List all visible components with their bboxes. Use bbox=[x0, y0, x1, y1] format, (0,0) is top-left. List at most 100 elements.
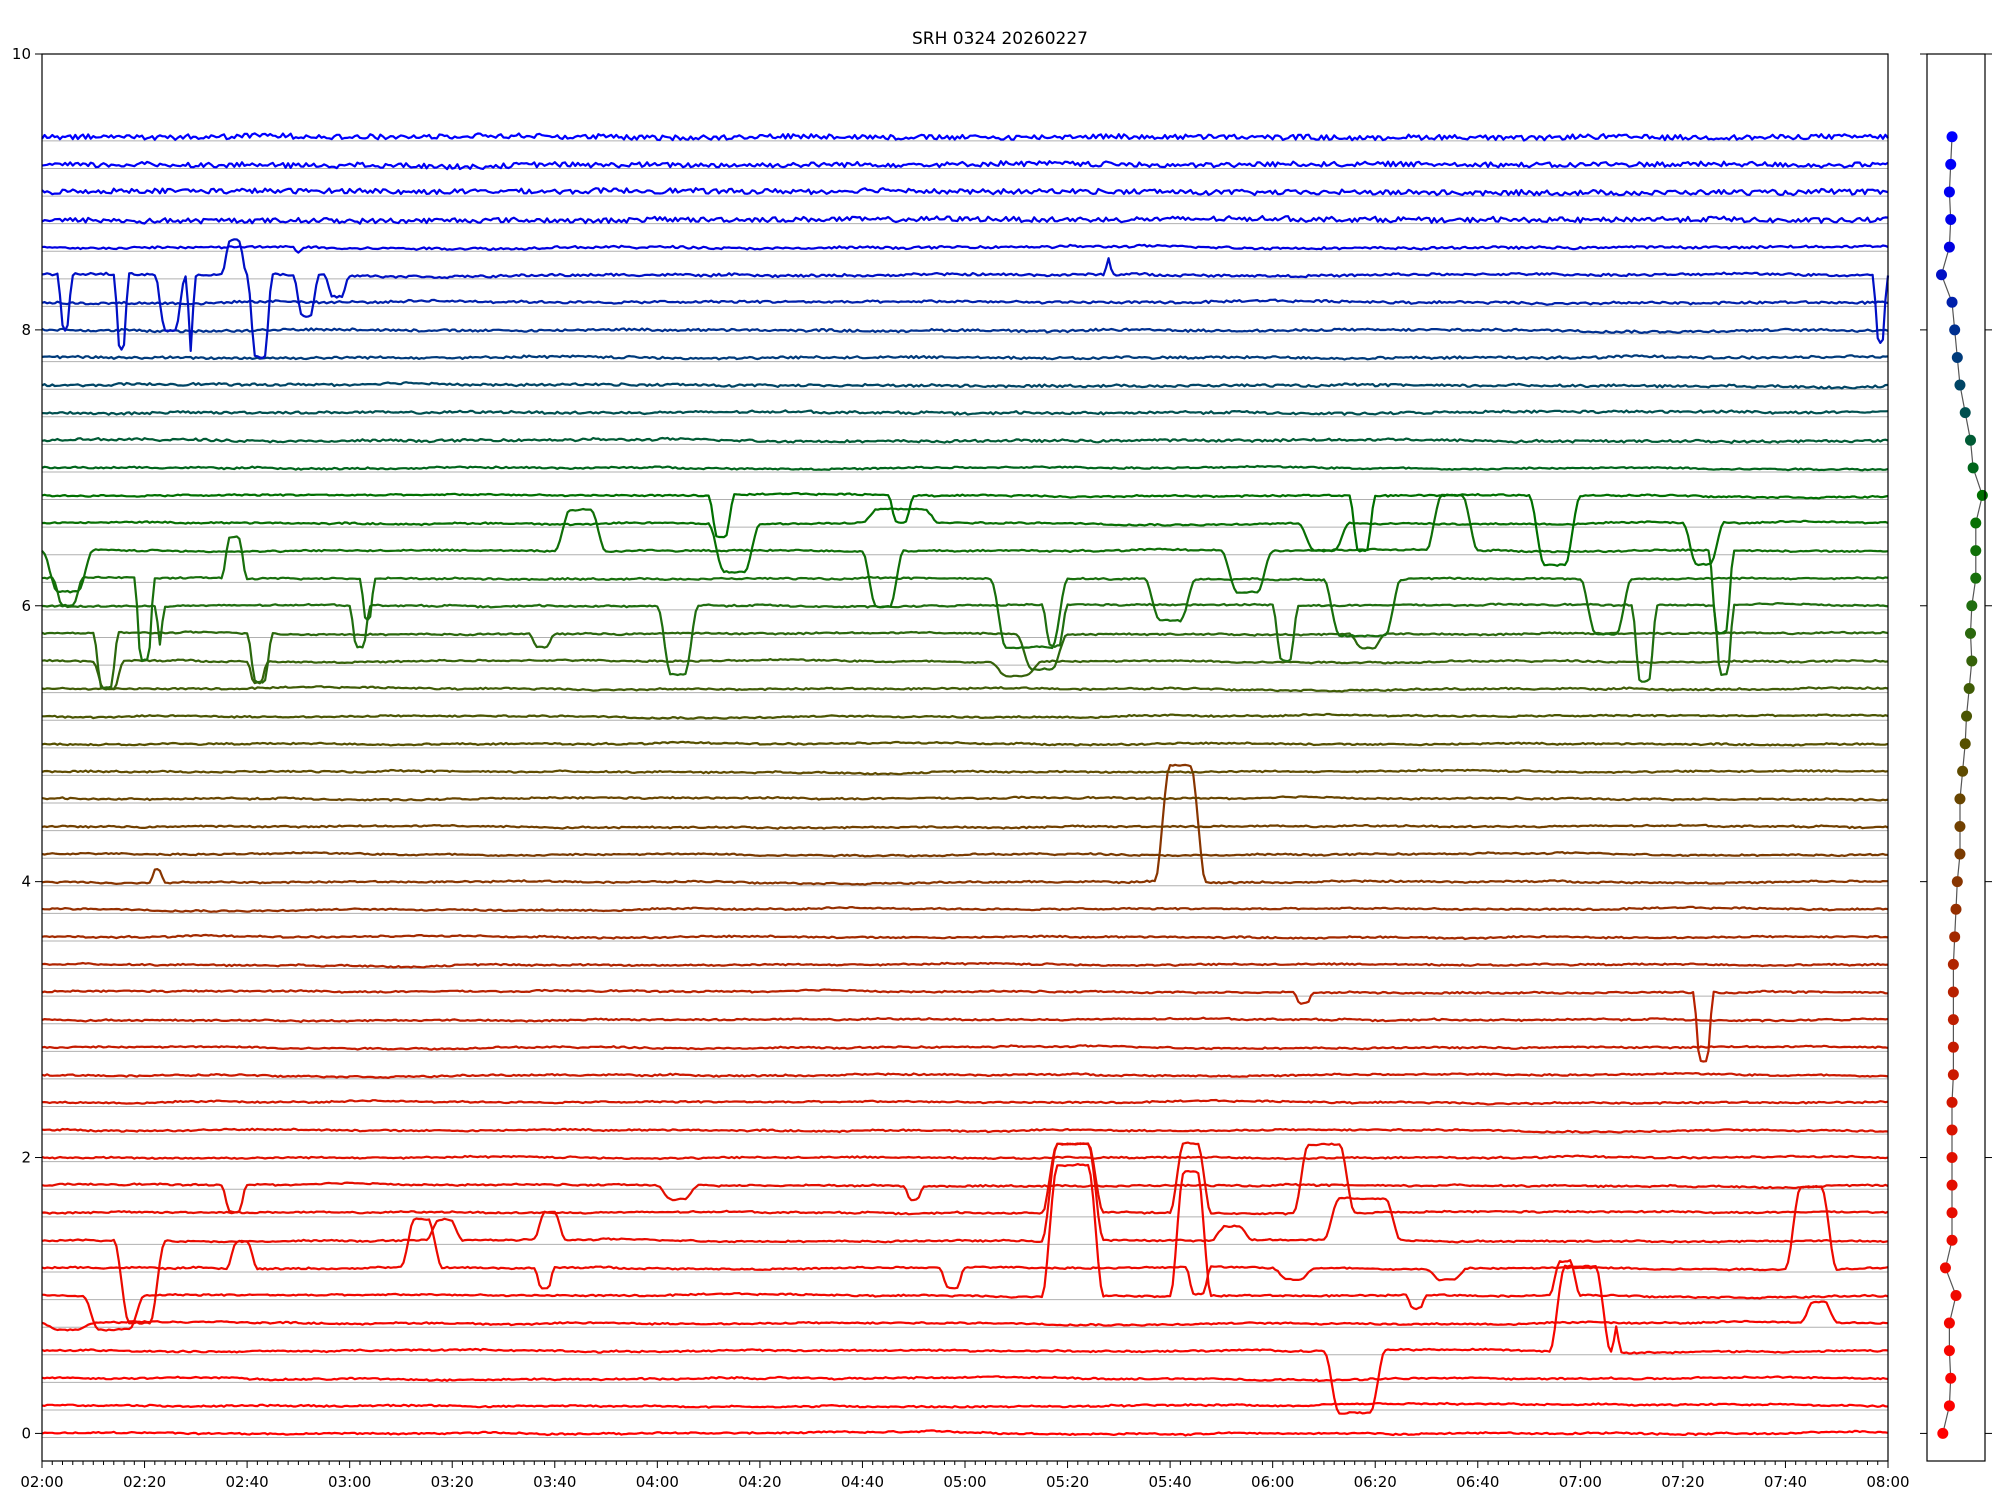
trace-24 bbox=[41, 768, 1889, 776]
side-panel-point-24 bbox=[1957, 765, 1969, 777]
side-panel-point-19 bbox=[1950, 903, 1962, 915]
trace-39 bbox=[41, 354, 1889, 361]
y-tick-label: 2 bbox=[21, 1149, 31, 1167]
side-panel-point-47 bbox=[1946, 131, 1958, 143]
side-panel-point-45 bbox=[1943, 186, 1955, 198]
trace-47 bbox=[41, 132, 1889, 142]
trace-28 bbox=[41, 657, 1889, 691]
trace-26 bbox=[42, 712, 1889, 720]
y-tick-label: 4 bbox=[21, 873, 31, 891]
trace-7 bbox=[41, 1142, 1889, 1325]
trace-5 bbox=[41, 1162, 1889, 1332]
trace-30 bbox=[41, 601, 1889, 683]
side-panel-point-1 bbox=[1943, 1400, 1955, 1412]
side-panel-point-42 bbox=[1936, 269, 1947, 281]
side-panel-point-31 bbox=[1970, 572, 1982, 584]
x-tick-label: 06:00 bbox=[1251, 1473, 1294, 1491]
trace-44 bbox=[41, 215, 1889, 225]
side-panel-point-17 bbox=[1947, 958, 1959, 970]
side-panel-point-41 bbox=[1946, 296, 1958, 308]
x-tick-label: 07:40 bbox=[1764, 1473, 1807, 1491]
chart-title: SRH 0324 20260227 bbox=[912, 29, 1088, 49]
side-panel-point-27 bbox=[1963, 683, 1975, 695]
side-panel-point-2 bbox=[1945, 1372, 1957, 1384]
side-panel-point-4 bbox=[1943, 1317, 1955, 1329]
x-axis: 02:00 02:20 02:40 03:00 03:20 03:40 04:00 04:20… bbox=[20, 1461, 1910, 1491]
side-panel-point-7 bbox=[1946, 1234, 1958, 1246]
side-panel-point-23 bbox=[1954, 793, 1966, 805]
gridlines bbox=[42, 140, 1888, 1439]
trace-37 bbox=[41, 409, 1889, 416]
side-panel-point-35 bbox=[1967, 462, 1979, 474]
x-tick-label: 07:00 bbox=[1559, 1473, 1602, 1491]
y-tick-label: 8 bbox=[21, 321, 31, 339]
side-panel-point-28 bbox=[1966, 655, 1978, 667]
side-panel-point-21 bbox=[1954, 848, 1966, 860]
side-panel-point-22 bbox=[1954, 820, 1966, 832]
y-axis: 0 2 4 6 8 10 bbox=[12, 45, 42, 1442]
trace-25 bbox=[41, 740, 1889, 747]
trace-45 bbox=[41, 187, 1889, 197]
trace-18 bbox=[41, 933, 1889, 941]
trace-1 bbox=[41, 1401, 1889, 1409]
side-panel-point-43 bbox=[1943, 241, 1955, 253]
x-tick-label: 02:40 bbox=[225, 1473, 268, 1491]
trace-38 bbox=[41, 381, 1889, 390]
trace-22 bbox=[41, 823, 1889, 830]
side-panel-point-9 bbox=[1946, 1179, 1958, 1191]
x-tick-label: 03:00 bbox=[328, 1473, 371, 1491]
side-panel-point-26 bbox=[1961, 710, 1973, 722]
side-panel-point-29 bbox=[1965, 627, 1976, 639]
side-panel-point-0 bbox=[1937, 1427, 1949, 1439]
side-panel-point-13 bbox=[1947, 1069, 1959, 1081]
trace-23 bbox=[41, 795, 1889, 802]
trace-10 bbox=[41, 1154, 1889, 1161]
trace-16 bbox=[41, 988, 1888, 1063]
trace-40 bbox=[41, 327, 1889, 334]
trace-43 bbox=[41, 243, 1889, 254]
y-tick-label: 6 bbox=[21, 597, 31, 615]
trace-2 bbox=[41, 1375, 1889, 1383]
x-tick-label: 02:20 bbox=[123, 1473, 166, 1491]
trace-4 bbox=[41, 1300, 1889, 1332]
x-tick-label: 06:20 bbox=[1354, 1473, 1397, 1491]
side-panel-point-8 bbox=[1946, 1207, 1958, 1219]
side-panel-point-16 bbox=[1947, 986, 1959, 998]
x-tick-label: 05:20 bbox=[1046, 1473, 1089, 1491]
side-panel-point-32 bbox=[1970, 545, 1982, 557]
side-panel-point-18 bbox=[1949, 931, 1961, 943]
x-tick-label: 07:20 bbox=[1661, 1473, 1704, 1491]
trace-6 bbox=[41, 1185, 1889, 1296]
trace-12 bbox=[41, 1098, 1889, 1106]
side-panel-point-33 bbox=[1970, 517, 1982, 529]
trace-11 bbox=[41, 1127, 1889, 1134]
x-tick-label: 02:00 bbox=[20, 1473, 63, 1491]
trace-9 bbox=[41, 1181, 1889, 1214]
trace-29 bbox=[41, 630, 1889, 690]
side-panel-point-37 bbox=[1959, 407, 1971, 419]
x-tick-label: 04:00 bbox=[636, 1473, 679, 1491]
y-tick-label: 0 bbox=[21, 1424, 31, 1442]
side-panel-point-40 bbox=[1949, 324, 1961, 336]
side-panel-point-10 bbox=[1946, 1152, 1958, 1164]
trace-36 bbox=[41, 436, 1889, 445]
side-panel-point-25 bbox=[1959, 738, 1971, 750]
side-panel-point-34 bbox=[1976, 489, 1988, 501]
x-tick-label: 08:00 bbox=[1866, 1473, 1909, 1491]
side-panel-frame bbox=[1926, 53, 1986, 1462]
x-tick-label: 05:00 bbox=[943, 1473, 986, 1491]
trace-21 bbox=[41, 850, 1888, 858]
trace-27 bbox=[41, 685, 1889, 693]
side-panel-point-44 bbox=[1945, 214, 1957, 226]
trace-46 bbox=[41, 160, 1889, 171]
x-tick-label: 03:40 bbox=[533, 1473, 576, 1491]
side-panel-point-12 bbox=[1946, 1096, 1958, 1108]
side-panel-point-38 bbox=[1954, 379, 1966, 391]
trace-14 bbox=[41, 1044, 1889, 1051]
x-tick-label: 05:40 bbox=[1148, 1473, 1191, 1491]
side-panel-point-20 bbox=[1951, 876, 1963, 888]
side-panel-point-30 bbox=[1966, 600, 1978, 612]
trace-15 bbox=[41, 1016, 1889, 1024]
side-panel-point-46 bbox=[1945, 158, 1957, 170]
